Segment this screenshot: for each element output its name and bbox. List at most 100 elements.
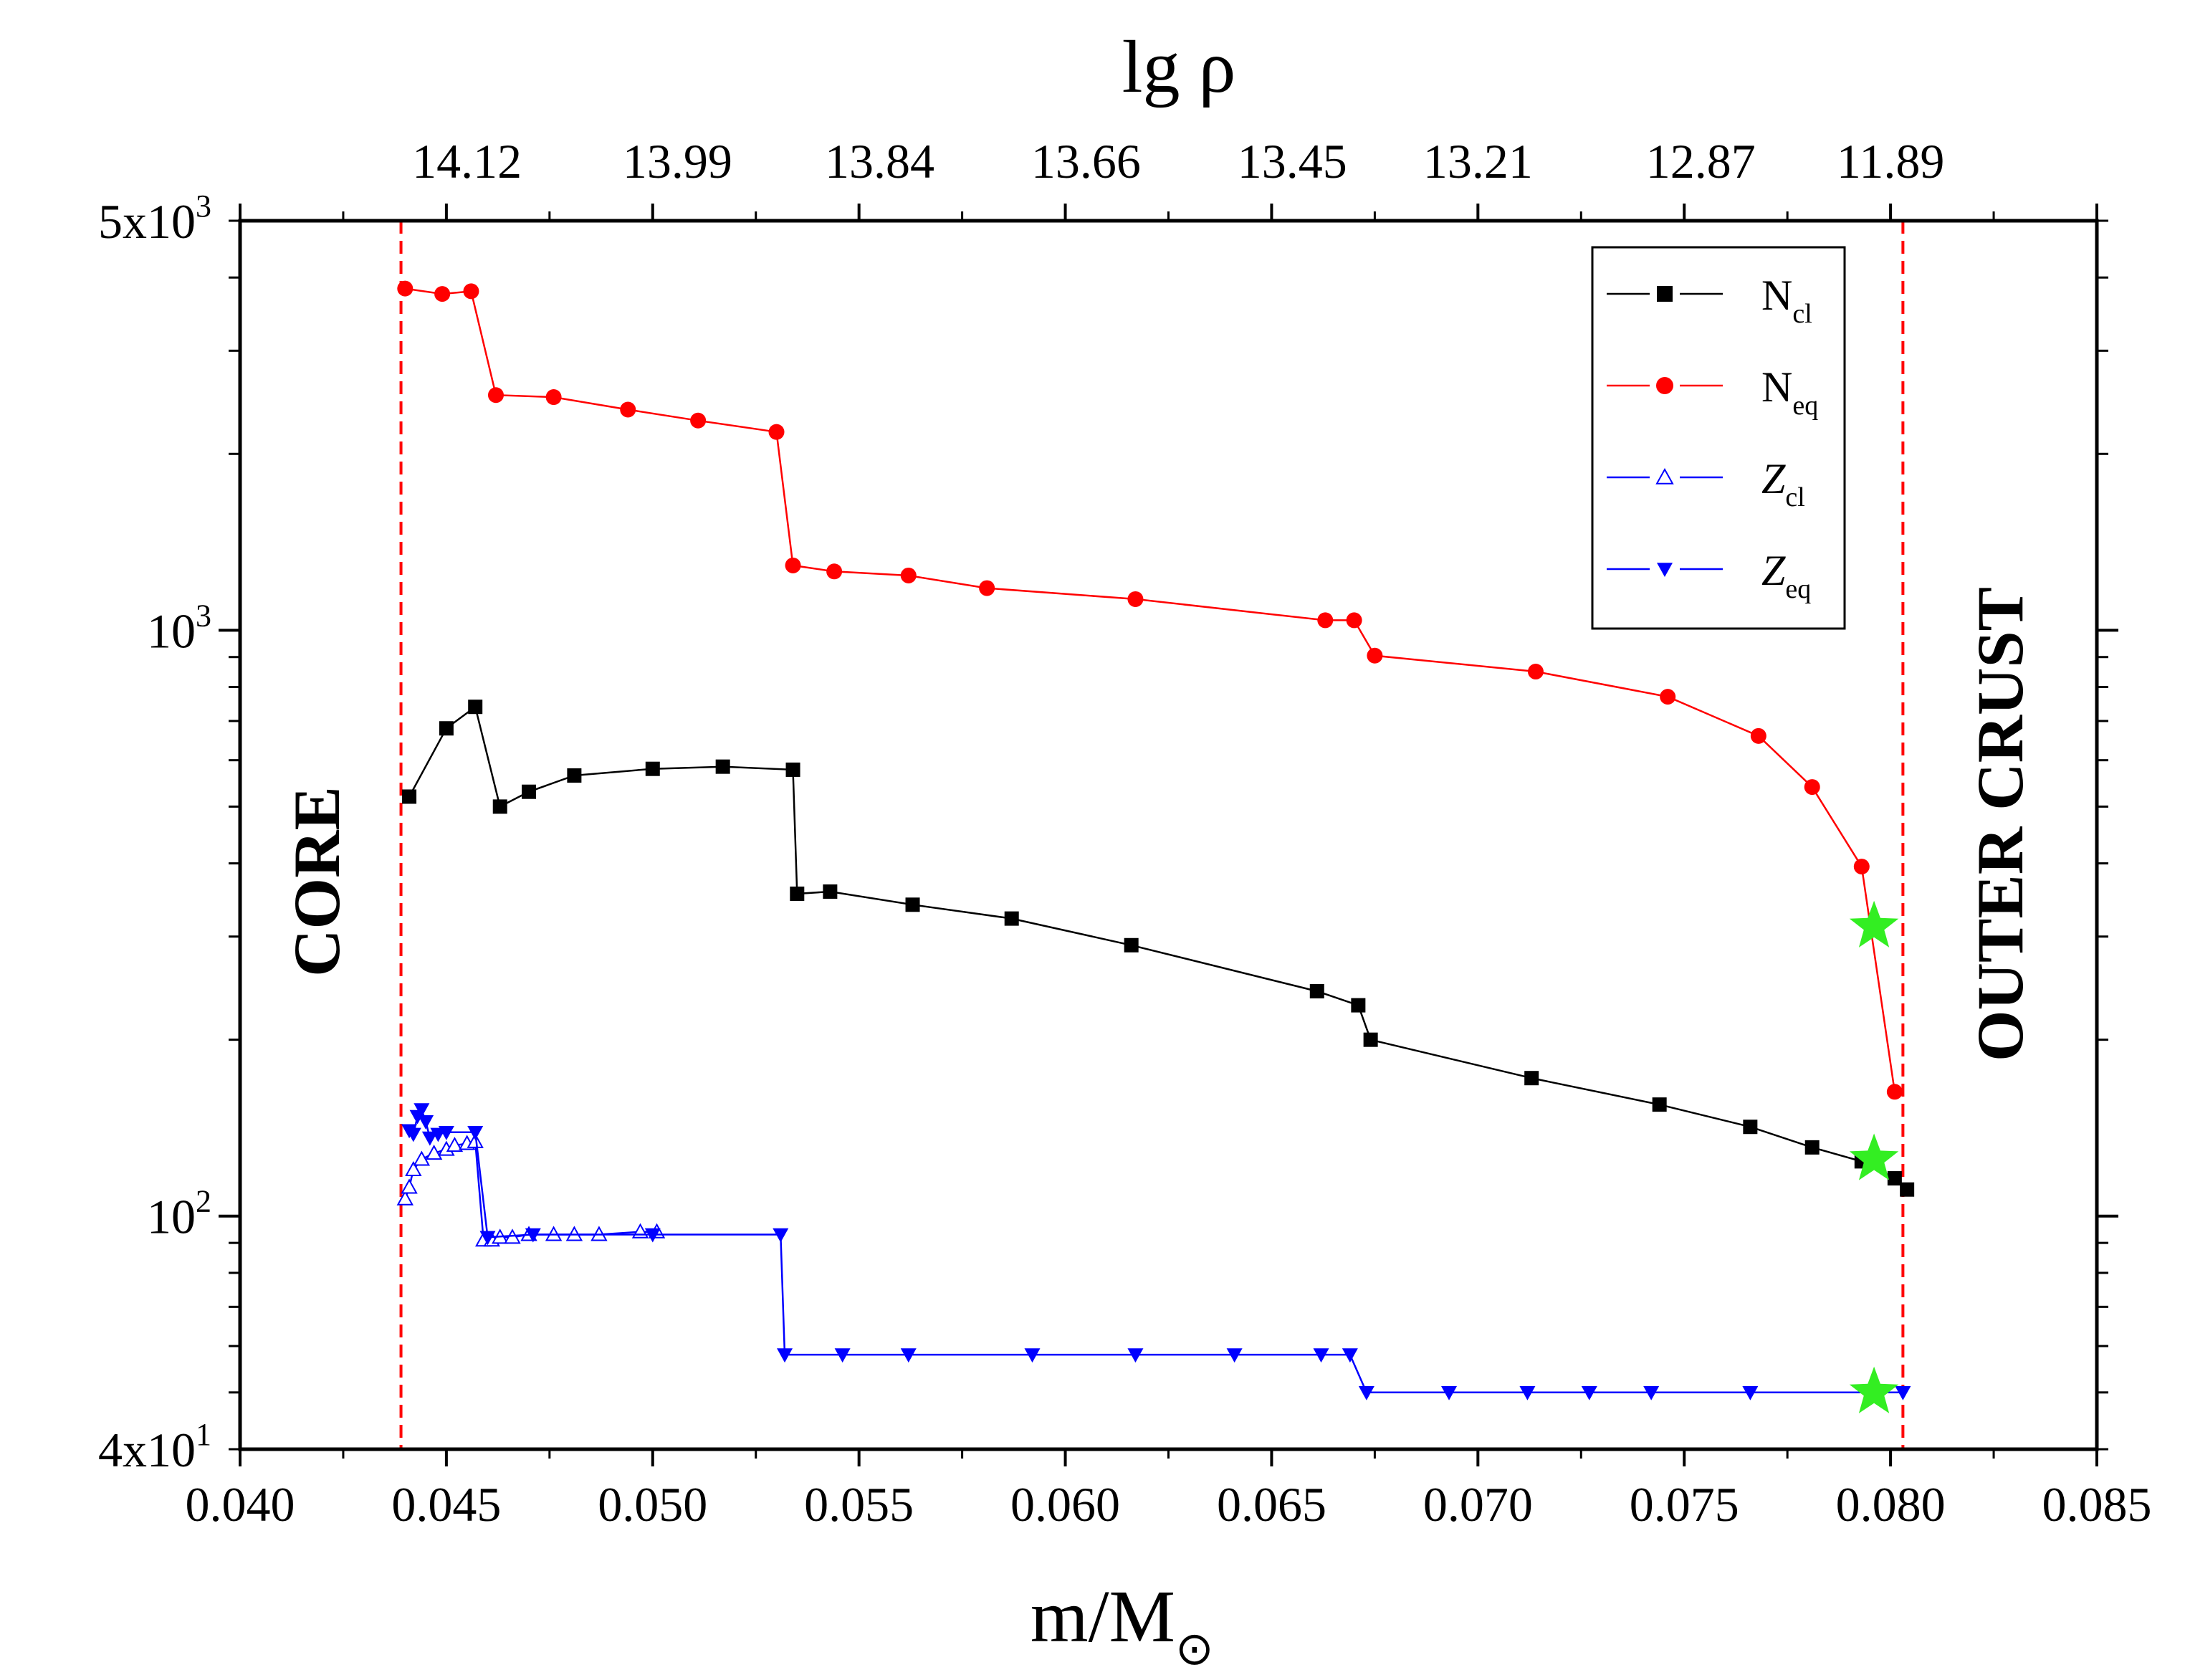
- point-Z_eq-16: [1024, 1348, 1041, 1363]
- point-Z_eq-3: [413, 1103, 430, 1118]
- top-axis-title: lg ρ: [1122, 26, 1236, 108]
- point-N_eq-20: [1853, 859, 1870, 875]
- legend-marker-Z_eq: [1657, 563, 1673, 577]
- legend-item-N_eq: Neq: [1607, 363, 1818, 421]
- point-N_cl-17: [1524, 1071, 1539, 1086]
- y-tick-label-1: 103: [147, 598, 211, 658]
- point-Z_cl-3: [413, 1150, 431, 1166]
- point-Z_eq-21: [1358, 1385, 1374, 1400]
- legend-item-Z_cl: Zcl: [1607, 455, 1805, 512]
- point-N_eq-0: [397, 280, 413, 297]
- point-N_eq-2: [463, 283, 479, 300]
- point-N_cl-7: [715, 759, 730, 774]
- point-N_cl-4: [522, 784, 537, 799]
- x-tick-label-9: 0.085: [2042, 1477, 2152, 1532]
- point-Z_eq-9: [479, 1231, 496, 1246]
- point-N_cl-1: [439, 721, 454, 736]
- point-Z_eq-5: [421, 1131, 438, 1146]
- legend-marker-N_eq: [1656, 377, 1673, 394]
- series-N_eq: [397, 280, 1903, 1100]
- point-N_eq-14: [1346, 612, 1362, 629]
- point-Z_cl-2: [405, 1160, 422, 1176]
- axes-layer: 0.040 0.045 0.050 0.055 0.060 0.065 0.070 0.075…: [98, 134, 2152, 1532]
- point-N_cl-22: [1887, 1171, 1902, 1186]
- point-N_eq-15: [1367, 647, 1383, 664]
- point-N_eq-21: [1886, 1084, 1903, 1100]
- point-N_cl-3: [492, 799, 507, 814]
- series-line-Z_eq: [408, 1107, 1903, 1394]
- point-Z_eq-17: [1127, 1348, 1144, 1363]
- point-N_eq-5: [620, 401, 636, 418]
- point-N_eq-17: [1660, 689, 1676, 705]
- legend-label-N_cl: Ncl: [1761, 272, 1812, 329]
- point-N_eq-9: [826, 563, 843, 580]
- point-Z_eq-14: [834, 1348, 851, 1363]
- point-Z_eq-1: [405, 1127, 421, 1142]
- point-N_cl-23: [1900, 1182, 1915, 1197]
- point-N_eq-16: [1527, 664, 1544, 680]
- series-N_cl: [402, 700, 1915, 1197]
- point-N_cl-0: [402, 789, 417, 804]
- x-tick-label-1: 0.045: [391, 1477, 501, 1532]
- point-N_cl-15: [1351, 998, 1366, 1013]
- top-tick-label-0: 14.12: [412, 134, 522, 188]
- x-tick-label-4: 0.060: [1010, 1477, 1120, 1532]
- legend-item-Z_eq: Zeq: [1607, 547, 1811, 604]
- point-Z_eq-15: [900, 1348, 917, 1363]
- point-Z_eq-26: [1742, 1385, 1759, 1400]
- point-N_cl-6: [645, 761, 660, 776]
- legend-marker-N_cl: [1657, 286, 1673, 302]
- legend-item-N_cl: Ncl: [1607, 272, 1812, 329]
- point-Z_eq-27: [1895, 1385, 1911, 1400]
- top-tick-label-6: 12.87: [1646, 134, 1756, 188]
- point-N_eq-19: [1804, 779, 1820, 796]
- legend-label-Z_eq: Zeq: [1761, 547, 1811, 604]
- point-N_eq-8: [785, 557, 801, 573]
- y-tick-label-0: 5x103: [98, 188, 211, 249]
- point-Z_eq-19: [1313, 1348, 1329, 1363]
- point-N_cl-14: [1309, 983, 1324, 998]
- point-Z_eq-23: [1519, 1385, 1536, 1400]
- point-N_cl-13: [1124, 937, 1139, 953]
- point-Z_eq-11: [644, 1228, 661, 1243]
- point-Z_cl-6: [446, 1137, 464, 1152]
- point-N_cl-19: [1743, 1120, 1758, 1135]
- legend-marker-Z_cl: [1655, 467, 1674, 485]
- x-tick-label-6: 0.070: [1423, 1477, 1533, 1532]
- point-N_eq-13: [1317, 612, 1334, 629]
- highlight-star-2: [1849, 1366, 1899, 1413]
- point-N_eq-6: [690, 412, 707, 429]
- x-tick-label-7: 0.075: [1630, 1477, 1739, 1532]
- top-tick-label-1: 13.99: [623, 134, 732, 188]
- y-tick-label-3: 4x101: [98, 1417, 211, 1477]
- point-N_eq-1: [434, 286, 451, 302]
- point-Z_eq-10: [525, 1228, 541, 1243]
- point-Z_eq-25: [1643, 1385, 1660, 1400]
- x-tick-label-0: 0.040: [186, 1477, 295, 1532]
- top-tick-label-4: 13.45: [1238, 134, 1347, 188]
- point-Z_eq-18: [1226, 1348, 1243, 1363]
- top-tick-label-3: 13.66: [1031, 134, 1141, 188]
- legend-label-N_eq: Neq: [1761, 363, 1818, 421]
- legend-frame: [1591, 246, 1846, 630]
- point-N_eq-7: [768, 424, 785, 440]
- boundaries-layer: [399, 221, 1905, 1449]
- point-N_cl-8: [785, 762, 800, 777]
- region-label-outer-crust: OUTER CRUST: [1964, 587, 2037, 1061]
- point-Z_cl-0: [396, 1190, 414, 1206]
- top-tick-label-2: 13.84: [825, 134, 934, 188]
- point-Z_cl-8: [467, 1132, 484, 1148]
- top-tick-label-7: 11.89: [1837, 134, 1944, 188]
- region-label-core: CORE: [280, 786, 353, 977]
- point-Z_eq-4: [418, 1115, 434, 1130]
- point-Z_eq-22: [1441, 1385, 1458, 1400]
- highlight-star-1: [1849, 1133, 1899, 1180]
- top-tick-label-5: 13.21: [1423, 134, 1533, 188]
- point-N_cl-20: [1804, 1140, 1820, 1155]
- point-N_cl-5: [567, 768, 582, 783]
- point-N_cl-9: [790, 886, 805, 901]
- series-Z_eq: [401, 1103, 1911, 1400]
- bottom-axis-title: m/M: [1031, 1575, 1175, 1658]
- point-N_cl-10: [823, 884, 838, 899]
- x-tick-label-3: 0.055: [804, 1477, 914, 1532]
